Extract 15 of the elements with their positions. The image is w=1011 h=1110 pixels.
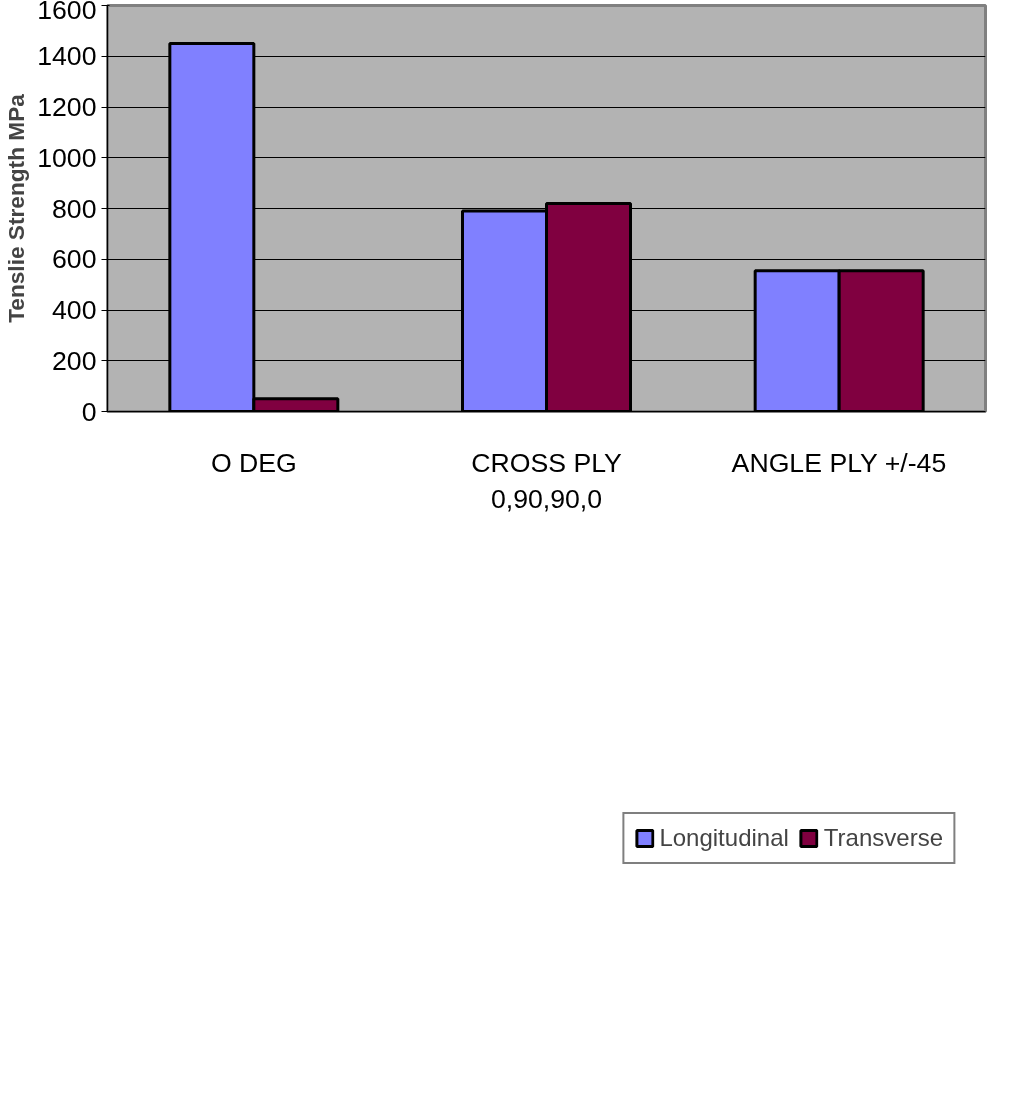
- legend-label: Transverse: [823, 824, 943, 852]
- y-tick-label: 200: [52, 345, 97, 376]
- y-tick-label: 0: [81, 396, 97, 427]
- x-tick-label: O DEG: [210, 447, 297, 478]
- y-tick-label: 1000: [37, 142, 97, 173]
- x-tick-label: ANGLE PLY +/-45: [731, 447, 947, 478]
- x-tick-label: CROSS PLY 0,90,90,0: [471, 447, 623, 514]
- y-tick-label: 1600: [37, 0, 97, 25]
- y-tick-label: 400: [52, 295, 97, 325]
- legend-label: Longitudinal: [659, 824, 789, 852]
- y-axis-title: Tenslie Strength MPa: [3, 93, 30, 323]
- y-tick-label: 600: [52, 244, 97, 275]
- y-tick-label: 800: [52, 193, 97, 224]
- y-tick-label: 1200: [37, 92, 97, 122]
- y-tick-label: 1400: [37, 41, 97, 72]
